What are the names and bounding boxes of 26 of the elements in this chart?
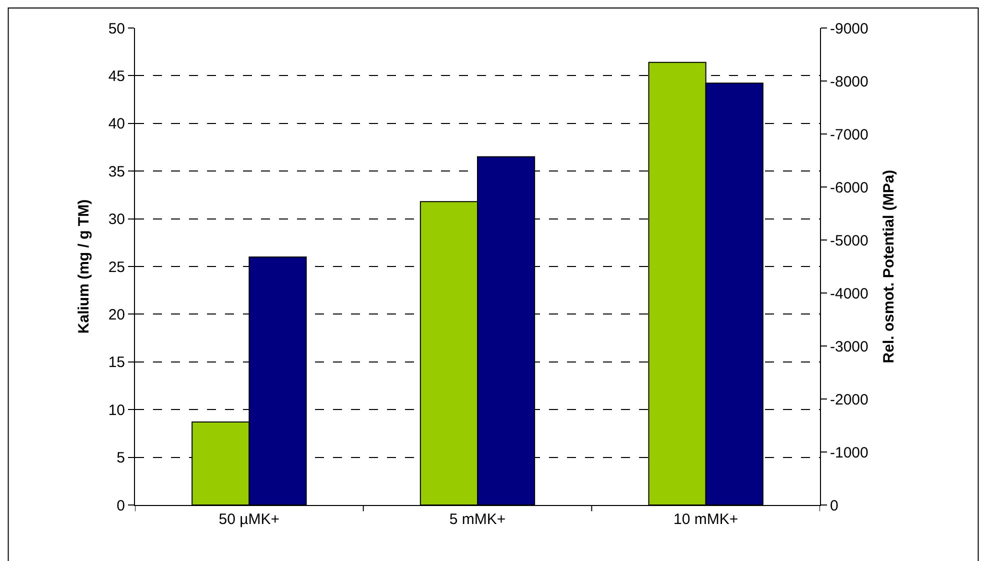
y2-tick-label: -1000 [830,444,868,462]
y-tick-label: 15 [108,354,125,372]
y2-tick-label: 0 [830,497,838,514]
y-tick-label: 40 [108,116,125,133]
y2-axis-title: Rel. osmot. Potential (MPa) [880,170,898,364]
y-tick-label: 5 [116,450,125,467]
y2-tick-label: -9000 [830,20,868,38]
y-tick-label: 35 [108,163,125,180]
y-tick-label: 25 [108,258,125,276]
y2-tick-label: -2000 [830,391,868,408]
y2-tick-label: -5000 [830,232,868,250]
y-tick-label: 20 [108,306,125,324]
y-tick-label: 10 [108,402,125,419]
y-axis-title: Kalium (mg / g TM) [76,199,93,334]
x-tick-label: 5 mMK+ [449,511,506,528]
y2-tick-label: -7000 [830,126,868,144]
y2-tick-label: -6000 [830,179,868,196]
x-tick-label: 50 µMK+ [218,511,280,528]
y-tick-label: 50 [108,20,125,38]
x-tick-label: 10 mMK+ [674,511,738,528]
y-tick-label: 0 [116,497,125,514]
y2-tick-label: -3000 [830,338,868,356]
y2-tick-label: -8000 [830,73,868,90]
y-tick-label: 45 [108,68,125,85]
y-tick-label: 30 [108,211,125,228]
y2-tick-label: -4000 [830,285,868,302]
